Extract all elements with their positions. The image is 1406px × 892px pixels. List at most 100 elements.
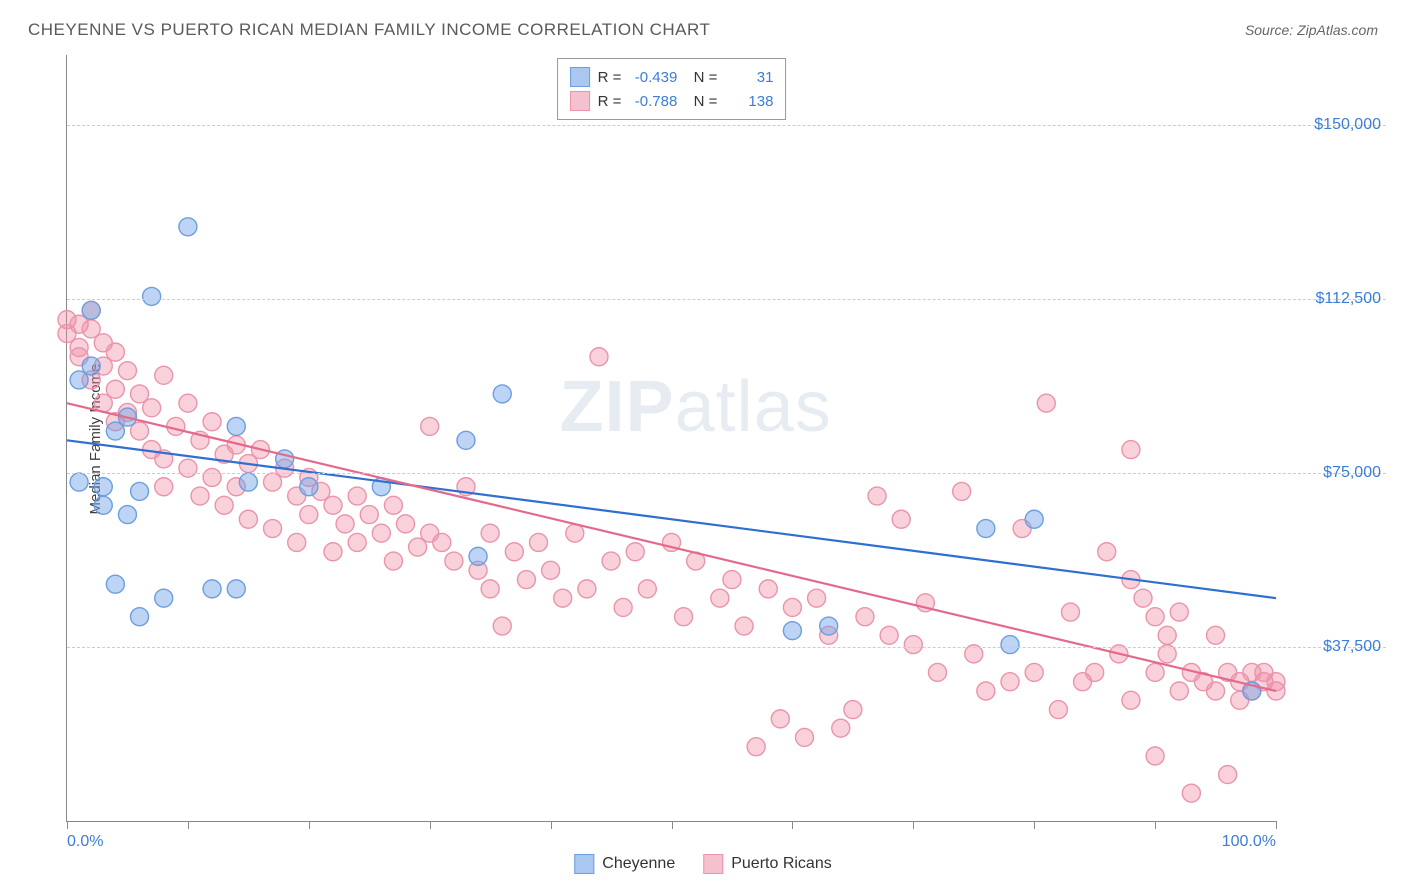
x-tick — [1155, 821, 1156, 829]
puerto-ricans-point — [372, 524, 390, 542]
puerto-ricans-point — [675, 608, 693, 626]
cheyenne-point — [106, 575, 124, 593]
cheyenne-point — [1025, 510, 1043, 528]
puerto-ricans-point — [517, 571, 535, 589]
puerto-ricans-point — [1134, 589, 1152, 607]
puerto-ricans-point — [1146, 608, 1164, 626]
puerto-ricans-point — [1098, 543, 1116, 561]
puerto-ricans-point — [360, 506, 378, 524]
x-tick — [551, 821, 552, 829]
cheyenne-point — [227, 417, 245, 435]
cheyenne-point — [820, 617, 838, 635]
cheyenne-point — [783, 622, 801, 640]
cheyenne-point — [143, 287, 161, 305]
puerto-ricans-point — [1025, 663, 1043, 681]
scatter-plot-svg — [67, 55, 1276, 821]
puerto-ricans-point — [844, 701, 862, 719]
puerto-ricans-legend-label: Puerto Ricans — [731, 855, 832, 873]
x-tick — [792, 821, 793, 829]
cheyenne-r-value: -0.439 — [629, 69, 677, 86]
source-attribution: Source: ZipAtlas.com — [1245, 22, 1378, 38]
puerto-ricans-point — [638, 580, 656, 598]
puerto-ricans-point — [324, 496, 342, 514]
puerto-ricans-point — [566, 524, 584, 542]
cheyenne-point — [469, 547, 487, 565]
puerto-ricans-point — [1158, 626, 1176, 644]
puerto-ricans-point — [203, 413, 221, 431]
puerto-ricans-point — [481, 580, 499, 598]
cheyenne-point — [203, 580, 221, 598]
cheyenne-point — [94, 496, 112, 514]
puerto-ricans-point — [1122, 691, 1140, 709]
puerto-ricans-point — [892, 510, 910, 528]
puerto-ricans-point — [795, 728, 813, 746]
puerto-ricans-point — [179, 394, 197, 412]
puerto-ricans-point — [1182, 784, 1200, 802]
puerto-ricans-point — [348, 533, 366, 551]
y-tick-label: $112,500 — [1315, 290, 1381, 308]
puerto-ricans-point — [106, 380, 124, 398]
y-tick-label: $150,000 — [1314, 116, 1381, 134]
puerto-ricans-point — [167, 417, 185, 435]
puerto-ricans-point — [384, 496, 402, 514]
cheyenne-legend-label: Cheyenne — [602, 855, 675, 873]
x-tick-label-right: 100.0% — [1222, 833, 1276, 851]
n-label: N = — [685, 69, 717, 86]
puerto-ricans-point — [1061, 603, 1079, 621]
chart-header: CHEYENNE VS PUERTO RICAN MEDIAN FAMILY I… — [28, 20, 1378, 40]
puerto-ricans-point — [808, 589, 826, 607]
puerto-ricans-point — [1037, 394, 1055, 412]
puerto-ricans-point — [1146, 663, 1164, 681]
puerto-ricans-point — [530, 533, 548, 551]
cheyenne-point — [179, 218, 197, 236]
puerto-ricans-point — [264, 520, 282, 538]
puerto-ricans-point — [505, 543, 523, 561]
puerto-ricans-point — [433, 533, 451, 551]
plot-area: ZIPatlas R = -0.439 N = 31 R = -0.788 N … — [66, 55, 1276, 822]
puerto-ricans-point — [953, 482, 971, 500]
cheyenne-swatch — [570, 67, 590, 87]
puerto-ricans-point — [1086, 663, 1104, 681]
puerto-ricans-point — [155, 478, 173, 496]
stats-row-cheyenne: R = -0.439 N = 31 — [570, 65, 774, 89]
puerto-ricans-point — [445, 552, 463, 570]
x-tick — [309, 821, 310, 829]
puerto-ricans-point — [106, 343, 124, 361]
puerto-ricans-point — [239, 510, 257, 528]
puerto-ricans-point — [1122, 441, 1140, 459]
puerto-ricans-point — [421, 417, 439, 435]
cheyenne-point — [94, 478, 112, 496]
puerto-ricans-point — [1219, 766, 1237, 784]
y-tick-label: $37,500 — [1323, 638, 1381, 656]
n-label: N = — [685, 93, 717, 110]
puerto-ricans-legend-swatch — [703, 854, 723, 874]
x-tick — [1276, 821, 1277, 829]
puerto-ricans-r-value: -0.788 — [629, 93, 677, 110]
r-label: R = — [598, 93, 622, 110]
puerto-ricans-point — [397, 515, 415, 533]
puerto-ricans-point — [336, 515, 354, 533]
puerto-ricans-point — [1207, 682, 1225, 700]
puerto-ricans-point — [832, 719, 850, 737]
cheyenne-legend-swatch — [574, 854, 594, 874]
cheyenne-point — [70, 473, 88, 491]
cheyenne-point — [155, 589, 173, 607]
puerto-ricans-point — [614, 598, 632, 616]
stats-row-puerto-ricans: R = -0.788 N = 138 — [570, 89, 774, 113]
puerto-ricans-swatch — [570, 91, 590, 111]
legend-item-cheyenne: Cheyenne — [574, 854, 675, 874]
source-name: ZipAtlas.com — [1297, 22, 1378, 38]
y-tick-label: $75,000 — [1323, 464, 1381, 482]
puerto-ricans-point — [590, 348, 608, 366]
cheyenne-point — [82, 357, 100, 375]
puerto-ricans-point — [118, 362, 136, 380]
cheyenne-point — [82, 301, 100, 319]
cheyenne-point — [239, 473, 257, 491]
puerto-ricans-point — [1049, 701, 1067, 719]
cheyenne-point — [300, 478, 318, 496]
cheyenne-point — [106, 422, 124, 440]
gridline — [67, 299, 1386, 300]
puerto-ricans-point — [384, 552, 402, 570]
puerto-ricans-point — [578, 580, 596, 598]
series-legend: Cheyenne Puerto Ricans — [574, 854, 831, 874]
